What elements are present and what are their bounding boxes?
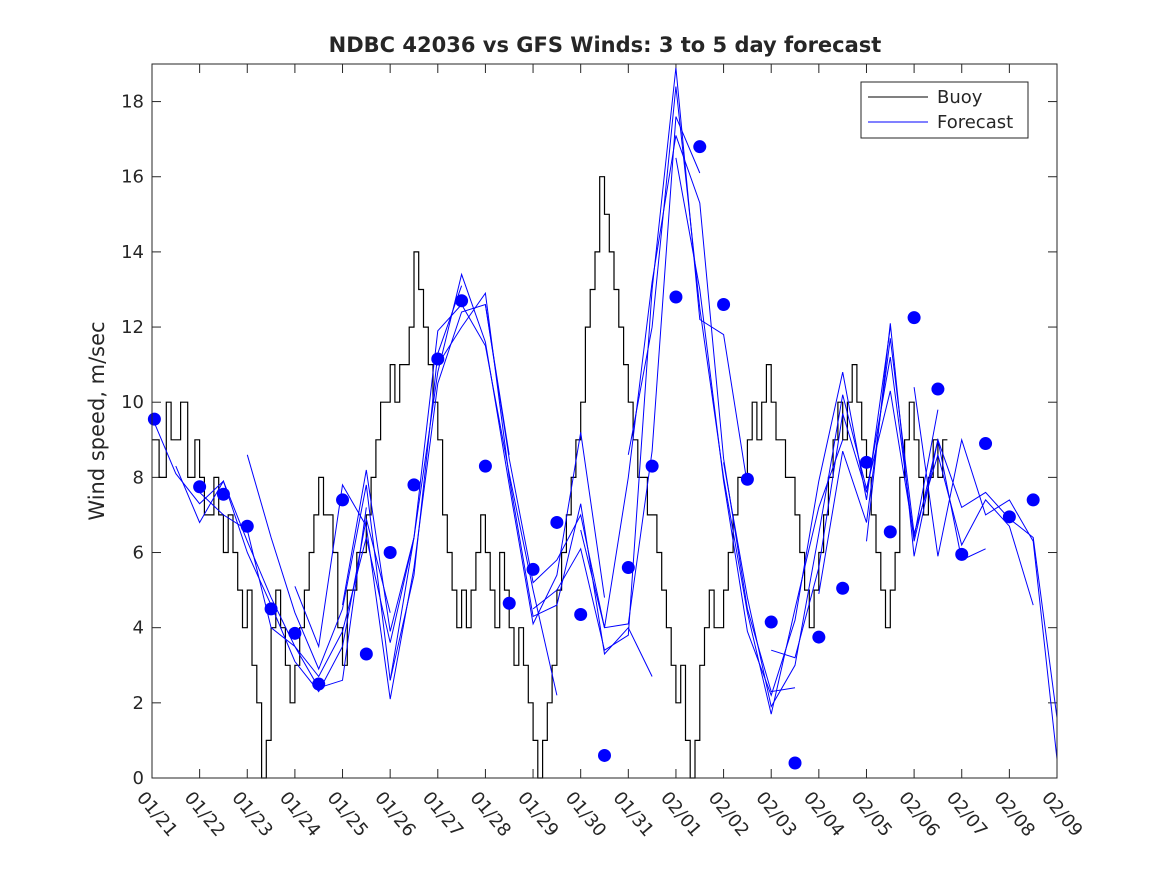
- x-tick-label: 01/24: [275, 788, 324, 841]
- forecast-marker: [550, 515, 564, 529]
- x-tick-label: 02/09: [1037, 788, 1086, 841]
- forecast-marker: [907, 311, 921, 325]
- forecast-marker: [955, 547, 969, 561]
- x-tick-label: 01/29: [513, 788, 562, 841]
- x-tick-label: 01/26: [370, 788, 419, 841]
- forecast-marker: [336, 493, 350, 507]
- forecast-line: [484, 116, 701, 629]
- forecast-marker: [264, 602, 278, 616]
- forecast-marker: [621, 561, 635, 575]
- y-axis-label: Wind speed, m/sec: [85, 321, 109, 520]
- x-tick-label: 01/30: [561, 788, 610, 841]
- forecast-marker: [740, 472, 754, 486]
- forecast-marker: [502, 596, 516, 610]
- y-tick-label: 0: [133, 768, 144, 789]
- forecast-marker: [1026, 493, 1040, 507]
- forecast-line: [818, 338, 1034, 606]
- y-tick-label: 18: [121, 92, 144, 113]
- forecast-marker: [193, 480, 207, 494]
- x-tick-label: 01/21: [132, 788, 181, 841]
- forecast-marker: [288, 626, 302, 640]
- forecast-line: [723, 390, 939, 708]
- forecast-marker: [859, 455, 873, 469]
- legend-box: [860, 81, 1029, 139]
- forecast-marker: [669, 290, 683, 304]
- forecast-marker: [693, 140, 707, 154]
- y-tick-label: 14: [121, 242, 144, 263]
- forecast-marker: [979, 437, 993, 451]
- forecast-marker: [359, 647, 373, 661]
- plot-area: [152, 64, 1057, 778]
- chart-title: NDBC 42036 vs GFS Winds: 3 to 5 day fore…: [329, 33, 882, 57]
- y-tick-label: 8: [133, 467, 144, 488]
- x-tick-label: 02/01: [656, 788, 705, 841]
- forecast-marker: [788, 756, 802, 770]
- forecast-series: [151, 67, 1058, 760]
- axes-box: [151, 63, 1058, 779]
- forecast-line: [866, 323, 1058, 718]
- forecast-line: [389, 272, 605, 681]
- x-tick-label: 01/23: [227, 788, 276, 841]
- forecast-marker: [431, 352, 445, 366]
- forecast-line: [627, 86, 844, 715]
- x-tick-label: 02/05: [847, 788, 896, 841]
- x-tick-label: 01/27: [418, 788, 467, 841]
- plot-background: [152, 64, 1057, 778]
- forecast-marker: [240, 519, 254, 533]
- forecast-line: [246, 285, 463, 681]
- y-tick-label: 2: [133, 693, 144, 714]
- x-tick-label: 01/28: [466, 788, 515, 841]
- y-tick-label: 6: [133, 543, 144, 564]
- x-tick-label: 02/04: [799, 788, 848, 841]
- x-tick-label: 01/31: [608, 788, 657, 841]
- forecast-marker: [216, 487, 230, 501]
- forecast-line: [675, 157, 891, 697]
- y-tick-label: 4: [133, 618, 144, 639]
- forecast-marker: [812, 630, 826, 644]
- x-tick-label: 02/02: [704, 788, 753, 841]
- forecast-line: [199, 492, 415, 678]
- forecast-marker: [574, 608, 588, 622]
- y-tick-label: 16: [121, 167, 144, 188]
- buoy-line: [152, 176, 948, 779]
- forecast-marker: [312, 677, 326, 691]
- forecast-marker: [383, 546, 397, 560]
- forecast-marker: [764, 615, 778, 629]
- forecast-markers: [147, 140, 1040, 770]
- y-tick-label: 10: [121, 392, 144, 413]
- axes-frame: [151, 63, 1058, 779]
- x-tick-label: 01/22: [180, 788, 229, 841]
- forecast-marker: [717, 298, 731, 312]
- x-tick-label: 02/08: [990, 788, 1039, 841]
- forecast-marker: [836, 581, 850, 595]
- forecast-marker: [478, 459, 492, 473]
- forecast-marker: [526, 562, 540, 576]
- x-tick-label: 01/25: [323, 788, 372, 841]
- forecast-marker: [883, 525, 897, 539]
- forecast-marker: [1002, 510, 1016, 524]
- legend-forecast-label: Forecast: [937, 112, 1013, 133]
- x-tick-label: 02/06: [894, 788, 943, 841]
- forecast-line: [151, 417, 367, 689]
- x-tick-label: 02/03: [751, 788, 800, 841]
- forecast-line: [437, 291, 653, 677]
- y-tick-label: 12: [121, 317, 144, 338]
- forecast-marker: [455, 294, 469, 308]
- forecast-marker: [407, 478, 421, 492]
- buoy-series: [152, 176, 948, 779]
- forecast-marker: [931, 382, 945, 396]
- forecast-line: [913, 387, 1058, 760]
- forecast-marker: [147, 412, 161, 426]
- legend: Buoy Forecast: [860, 81, 1029, 139]
- forecast-marker: [598, 748, 611, 762]
- forecast-line: [342, 303, 558, 696]
- x-tick-label: 02/07: [942, 788, 991, 841]
- legend-buoy-label: Buoy: [937, 87, 983, 108]
- axes-ticks: [151, 64, 1058, 779]
- forecast-marker: [645, 459, 659, 473]
